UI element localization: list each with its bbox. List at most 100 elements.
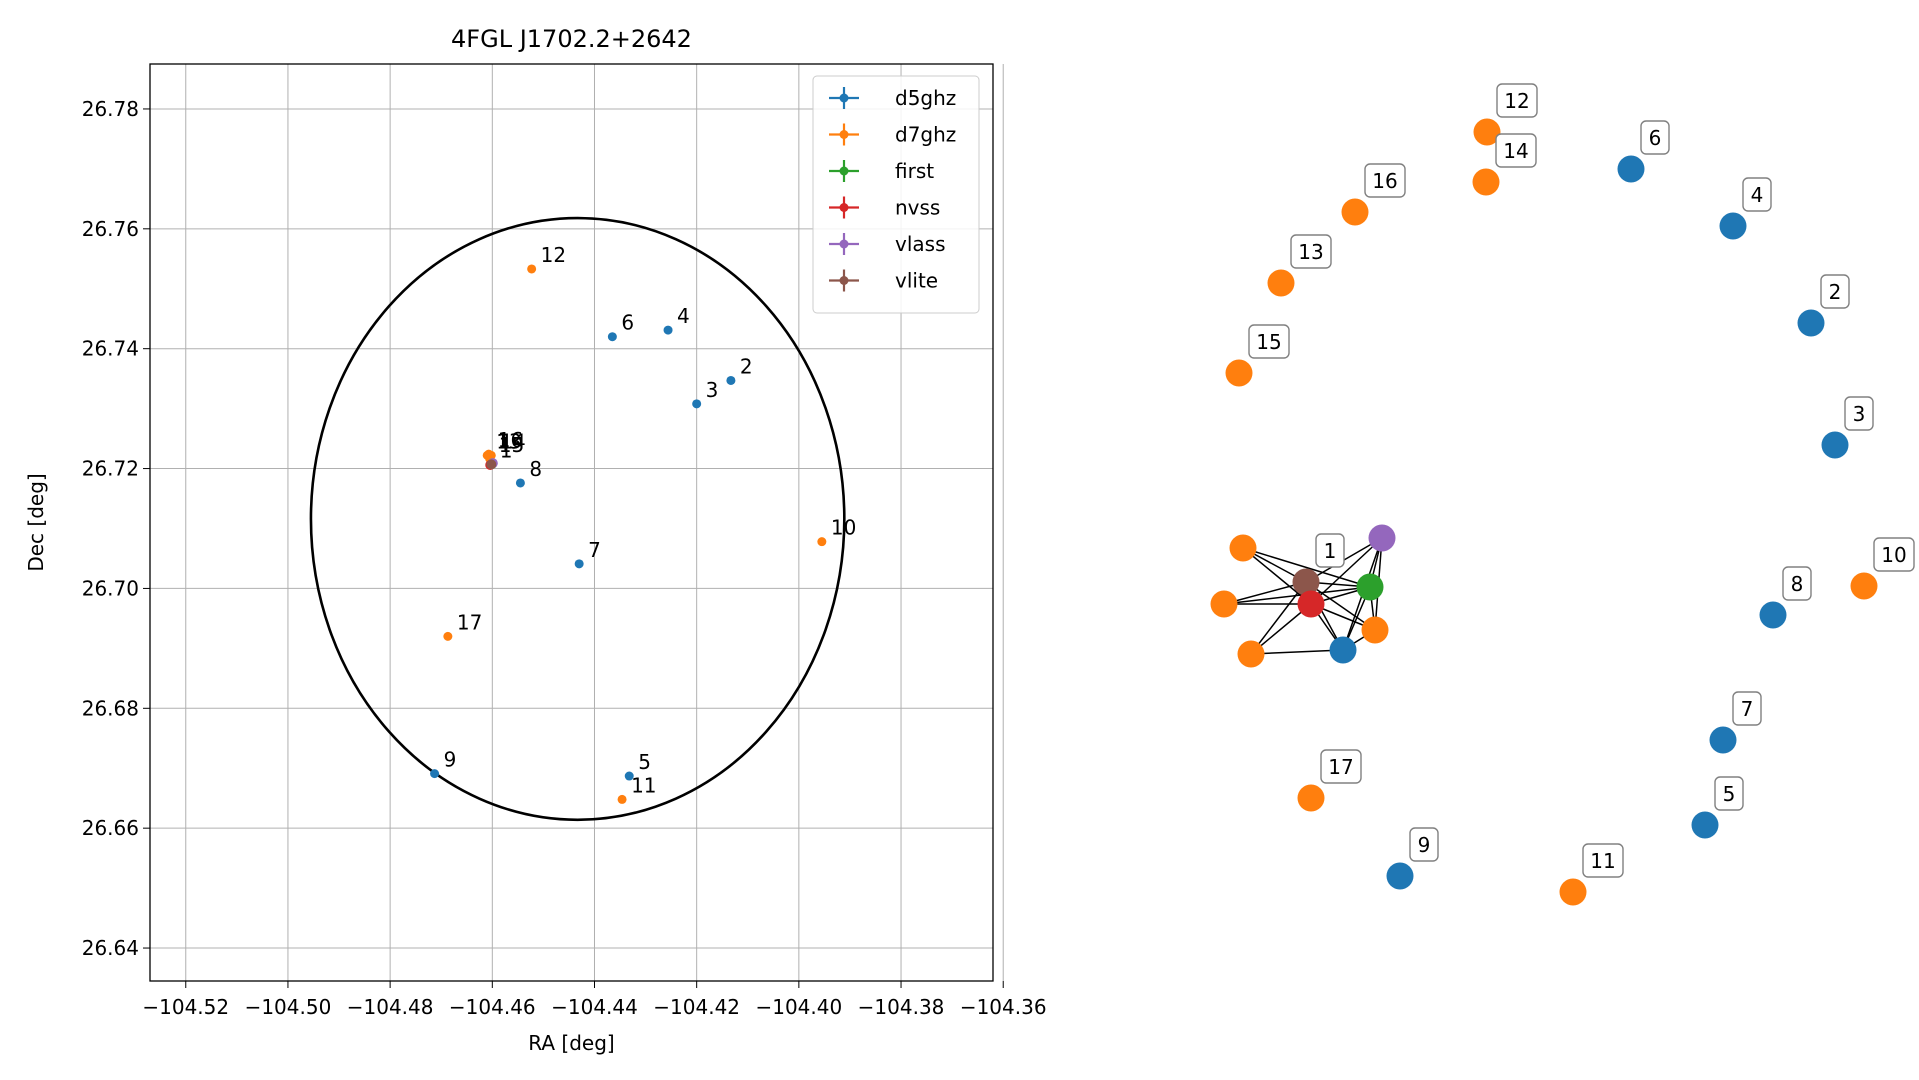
node-label: 2	[1829, 280, 1842, 304]
y-tick-label: 26.66	[82, 816, 139, 840]
graph-node-d5ghz	[1386, 862, 1414, 890]
node-label-box	[1582, 843, 1624, 878]
node-label-box	[1640, 120, 1670, 155]
graph-edge	[1305, 581, 1376, 631]
graph-node-d7ghz	[1267, 269, 1295, 297]
grid	[150, 64, 1004, 981]
legend-entry-nvss: nvss	[829, 196, 940, 220]
node-label: 3	[1853, 402, 1866, 426]
graph-node-vlass	[1368, 524, 1396, 552]
graph-node-d5ghz	[1797, 309, 1825, 337]
graph-node-vlite	[1292, 568, 1320, 596]
node-label-box	[1364, 163, 1406, 198]
y-tick-label: 26.76	[82, 217, 139, 241]
x-tick-label: −104.50	[245, 995, 332, 1019]
x-tick-label: −104.46	[449, 995, 536, 1019]
point-label: 2	[740, 354, 753, 378]
node-label-box	[1495, 133, 1537, 168]
point-label: 8	[529, 457, 542, 481]
graph-node-d5ghz	[1719, 212, 1747, 240]
legend-marker	[839, 239, 849, 249]
left-scatter-panel: 4FGL J1702.2+2642 RA [deg] Dec [deg] −10…	[24, 25, 1047, 1055]
legend-marker	[839, 130, 849, 139]
point-label: 10	[831, 516, 856, 540]
node-label: 6	[1649, 126, 1662, 150]
node-label: 14	[1503, 139, 1528, 163]
node-label: 9	[1418, 833, 1431, 857]
graph-node-d7ghz	[1559, 878, 1587, 906]
point-label: 16	[498, 428, 523, 452]
graph-node-d5ghz	[1329, 636, 1357, 664]
point-d5ghz	[624, 771, 634, 781]
node-label: 12	[1504, 89, 1529, 113]
graph-node-d7ghz	[1237, 640, 1265, 668]
point-d7ghz	[443, 631, 453, 641]
axes-frame	[149, 63, 994, 982]
point-label: 7	[588, 538, 601, 562]
legend-marker	[839, 203, 849, 212]
legend-label: vlite	[895, 269, 938, 293]
node-label: 4	[1751, 183, 1764, 207]
graph-node-first	[1356, 573, 1384, 601]
point-d5ghz	[430, 769, 440, 779]
point-label: 12	[541, 243, 566, 267]
node-label: 1	[1324, 539, 1337, 563]
localization-ellipse-layer	[309, 216, 846, 822]
node-label: 10	[1881, 543, 1906, 567]
point-d5ghz	[692, 399, 702, 409]
legend-entry-d5ghz: d5ghz	[829, 86, 956, 110]
point-label: 4	[677, 304, 690, 328]
point-d5ghz	[574, 559, 584, 569]
point-d5ghz	[607, 332, 617, 342]
node-label-box	[1873, 537, 1915, 572]
x-tick-label: −104.48	[347, 995, 434, 1019]
node-label-box	[1320, 749, 1362, 784]
y-axis-label: Dec [deg]	[24, 473, 48, 571]
legend-label: first	[895, 159, 934, 183]
node-label: 5	[1723, 782, 1736, 806]
point-d5ghz	[726, 375, 736, 385]
graph-node-d7ghz	[1229, 534, 1257, 562]
graph-node-d7ghz	[1341, 198, 1369, 226]
node-label-box	[1409, 827, 1439, 862]
x-tick-label: −104.42	[653, 995, 740, 1019]
x-axis-label: RA [deg]	[528, 1031, 614, 1055]
point-label: 14	[500, 429, 525, 453]
graph-node-d7ghz	[1473, 118, 1501, 146]
graph-node-d5ghz	[1759, 601, 1787, 629]
point-d7ghz	[617, 794, 627, 804]
legend-label: d7ghz	[895, 123, 956, 147]
legend-marker	[839, 166, 849, 176]
point-label: 17	[457, 610, 482, 634]
network-graph-panel: 1 12 14 16 13 15 6 4 2 3 10 8 7 5 11 9 17	[1210, 83, 1915, 906]
node-label-box	[1248, 324, 1290, 359]
graph-node-d5ghz	[1709, 726, 1737, 754]
y-tick-label: 26.72	[82, 457, 139, 481]
y-tick-label: 26.68	[82, 696, 139, 720]
y-tick-label: 26.64	[82, 936, 139, 960]
node-label-box	[1742, 177, 1772, 212]
axis-ticks: −104.52 −104.50 −104.48 −104.46 −104.44 −104.…	[82, 97, 1047, 1019]
graph-node-d7ghz	[1361, 616, 1389, 644]
node-label-box	[1820, 274, 1850, 309]
x-tick-label: −104.40	[755, 995, 842, 1019]
graph-node-d7ghz	[1850, 572, 1878, 600]
graph-node-d7ghz	[1297, 784, 1325, 812]
node-label: 13	[1298, 240, 1323, 264]
node-label-box	[1714, 776, 1744, 811]
x-tick-label: −104.38	[858, 995, 945, 1019]
graph-node-d5ghz	[1617, 155, 1645, 183]
graph-nodes: 1 12 14 16 13 15 6 4 2 3 10 8 7 5 11 9 17	[1210, 83, 1915, 906]
y-tick-label: 26.70	[82, 576, 139, 600]
x-tick-label: −104.52	[142, 995, 229, 1019]
chart-title: 4FGL J1702.2+2642	[451, 25, 692, 53]
graph-node-d5ghz	[1821, 431, 1849, 459]
legend-label: vlass	[895, 232, 946, 256]
point-d7ghz	[484, 449, 494, 459]
legend: d5ghz d7ghz first nvss vlass vlite	[812, 75, 980, 314]
point-label: 13	[496, 429, 521, 453]
point-label: 5	[638, 750, 651, 774]
legend-entry-first: first	[829, 159, 934, 183]
graph-node-d7ghz	[1472, 168, 1500, 196]
